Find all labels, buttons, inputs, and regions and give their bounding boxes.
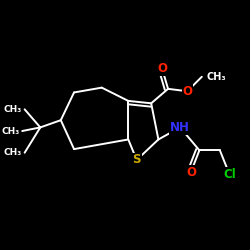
Text: CH₃: CH₃ [206, 72, 226, 82]
Text: CH₃: CH₃ [4, 105, 22, 114]
Text: Cl: Cl [223, 168, 236, 181]
Text: O: O [157, 62, 167, 75]
Text: O: O [182, 85, 192, 98]
Text: CH₃: CH₃ [2, 126, 20, 136]
Text: CH₃: CH₃ [4, 148, 22, 157]
Text: NH: NH [170, 121, 190, 134]
Text: S: S [132, 154, 141, 166]
Text: O: O [186, 166, 196, 178]
